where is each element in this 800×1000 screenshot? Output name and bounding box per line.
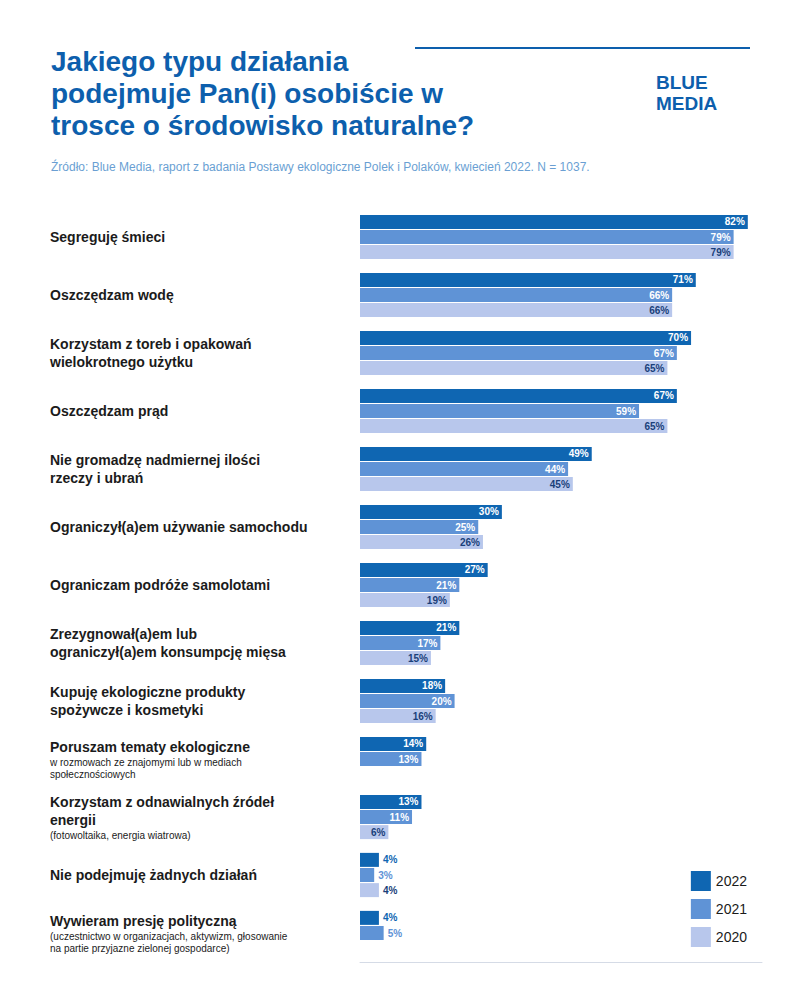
svg-text:67%: 67% [654, 348, 674, 359]
svg-text:25%: 25% [455, 522, 475, 533]
svg-text:Zrezygnował(a)em lub: Zrezygnował(a)em lub [50, 626, 197, 642]
svg-text:Nie podejmuję żadnych działań: Nie podejmuję żadnych działań [50, 867, 257, 883]
svg-text:26%: 26% [460, 537, 480, 548]
svg-text:Oszczędzam prąd: Oszczędzam prąd [50, 403, 168, 419]
svg-text:17%: 17% [417, 638, 437, 649]
svg-text:79%: 79% [711, 232, 731, 243]
svg-text:Ograniczył(a)em używanie samoc: Ograniczył(a)em używanie samochodu [50, 519, 308, 535]
svg-text:13%: 13% [398, 754, 418, 765]
svg-text:Korzystam z odnawialnych źróde: Korzystam z odnawialnych źródeł [50, 794, 274, 810]
svg-text:trosce o środowisko naturalne?: trosce o środowisko naturalne? [51, 110, 474, 141]
svg-text:14%: 14% [403, 738, 423, 749]
svg-text:18%: 18% [422, 680, 442, 691]
svg-text:59%: 59% [616, 406, 636, 417]
svg-text:Wywieram presję polityczną: Wywieram presję polityczną [50, 913, 237, 929]
svg-text:16%: 16% [413, 711, 433, 722]
svg-text:71%: 71% [673, 274, 693, 285]
svg-text:82%: 82% [725, 216, 745, 227]
svg-text:3%: 3% [378, 870, 393, 881]
svg-text:Poruszam tematy ekologiczne: Poruszam tematy ekologiczne [50, 739, 250, 755]
svg-text:Kupuję ekologiczne produkty: Kupuję ekologiczne produkty [50, 684, 245, 700]
svg-text:11%: 11% [390, 812, 410, 823]
svg-text:49%: 49% [569, 448, 589, 459]
svg-text:65%: 65% [644, 421, 664, 432]
svg-text:4%: 4% [383, 854, 398, 865]
svg-text:44%: 44% [545, 464, 565, 475]
svg-text:Źródło: Blue Media, raport z b: Źródło: Blue Media, raport z badania Pos… [51, 159, 590, 174]
svg-text:21%: 21% [436, 580, 456, 591]
svg-text:rzeczy i ubrań: rzeczy i ubrań [50, 470, 143, 486]
svg-text:społecznościowych: społecznościowych [50, 769, 136, 780]
svg-text:66%: 66% [649, 290, 669, 301]
svg-text:13%: 13% [398, 796, 418, 807]
svg-text:20%: 20% [432, 696, 452, 707]
svg-text:Nie gromadzę nadmiernej ilości: Nie gromadzę nadmiernej ilości [50, 452, 260, 468]
svg-text:4%: 4% [383, 885, 398, 896]
svg-text:2020: 2020 [716, 929, 747, 945]
svg-text:2022: 2022 [716, 873, 747, 889]
svg-text:2021: 2021 [716, 901, 747, 917]
svg-text:ograniczył(a)em konsumpcję mię: ograniczył(a)em konsumpcję mięsa [50, 644, 286, 660]
svg-text:15%: 15% [408, 653, 428, 664]
svg-text:na partie przyjazne zielonej g: na partie przyjazne zielonej gospodarce) [50, 943, 230, 954]
svg-text:66%: 66% [649, 305, 669, 316]
svg-text:45%: 45% [550, 479, 570, 490]
svg-text:19%: 19% [427, 595, 447, 606]
svg-text:Oszczędzam wodę: Oszczędzam wodę [50, 287, 174, 303]
svg-text:30%: 30% [479, 506, 499, 517]
svg-text:wielokrotnego użytku: wielokrotnego użytku [49, 354, 193, 370]
svg-text:(fotowoltaika, energia wiatrow: (fotowoltaika, energia wiatrowa) [50, 830, 191, 841]
svg-text:podejmuje Pan(i) osobiście w: podejmuje Pan(i) osobiście w [51, 78, 443, 109]
svg-text:(uczestnictwo w organizacjach,: (uczestnictwo w organizacjach, aktywizm,… [50, 931, 288, 942]
svg-text:energii: energii [50, 812, 96, 828]
svg-text:Ograniczam podróże samolotami: Ograniczam podróże samolotami [50, 577, 270, 593]
svg-text:4%: 4% [383, 912, 398, 923]
svg-text:BLUE: BLUE [656, 72, 708, 93]
svg-text:67%: 67% [654, 390, 674, 401]
svg-text:Korzystam z toreb i opakowań: Korzystam z toreb i opakowań [50, 336, 251, 352]
svg-text:27%: 27% [465, 564, 485, 575]
svg-text:5%: 5% [388, 928, 403, 939]
svg-text:MEDIA: MEDIA [656, 93, 718, 114]
svg-text:Jakiego typu działania: Jakiego typu działania [51, 46, 349, 77]
svg-text:65%: 65% [644, 363, 664, 374]
svg-text:w rozmowach ze znajomymi lub w: w rozmowach ze znajomymi lub w mediach [49, 757, 242, 768]
svg-text:spożywcze i kosmetyki: spożywcze i kosmetyki [50, 702, 203, 718]
svg-text:6%: 6% [371, 827, 386, 838]
svg-text:79%: 79% [711, 247, 731, 258]
svg-text:Segreguję śmieci: Segreguję śmieci [50, 229, 165, 245]
svg-text:70%: 70% [668, 332, 688, 343]
svg-text:21%: 21% [436, 622, 456, 633]
